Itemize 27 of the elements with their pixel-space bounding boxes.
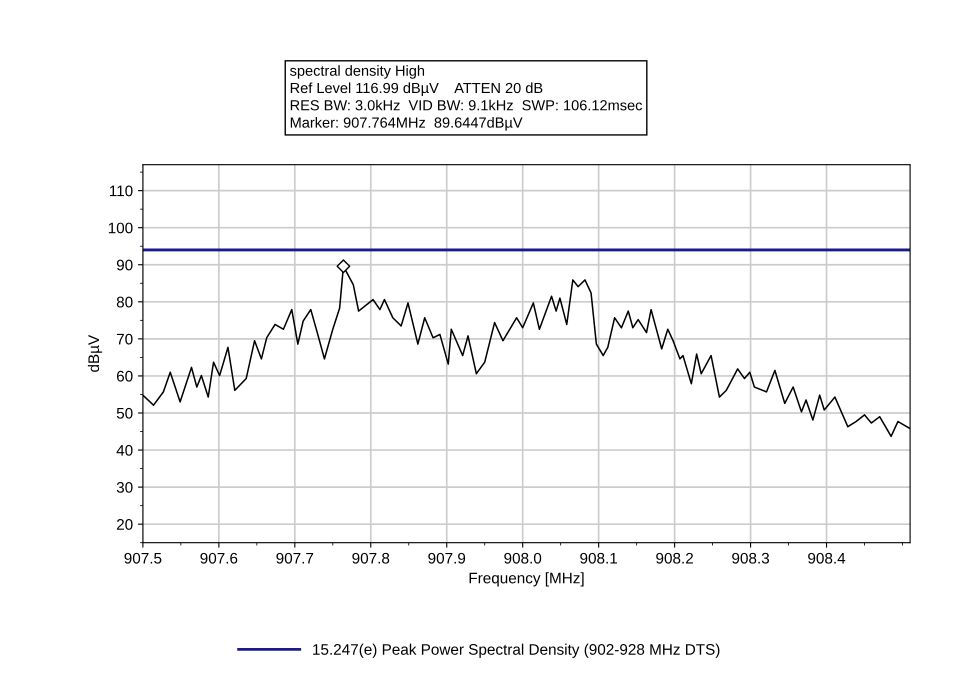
x-tick-label: 907.8 — [352, 552, 390, 564]
y-tick-label: 50 — [116, 408, 133, 419]
x-tick-label: 908.2 — [656, 552, 693, 564]
y-tick-label: 110 — [110, 186, 133, 196]
text: RES BW: 3.0kHz VID BW: 9.1kHz SWP: 106.12msec — [290, 100, 642, 110]
x-tick-label: 907.7 — [276, 552, 314, 564]
text: Ref Level 116.99 dBµV ATTEN 20 dB — [290, 82, 542, 96]
text: Marker: 907.764MHz 89.6447dBµV — [290, 117, 523, 131]
y-tick-label: 90 — [116, 260, 133, 270]
x-tick-label: 908.1 — [580, 552, 618, 564]
x-axis-title: Frequency [MHz] — [470, 572, 584, 586]
y-tick-label: 80 — [116, 296, 133, 308]
y-tick-label: 40 — [116, 444, 133, 456]
y-tick-label: 20 — [116, 519, 133, 530]
legend-label: 15.247(e) Peak Power Spectral Density (902-928 MHz DTS) — [313, 644, 720, 658]
y-tick-label: 30 — [116, 482, 133, 493]
y-axis-title: dBµV — [88, 334, 102, 372]
x-tick-label: 908.0 — [504, 552, 542, 564]
y-tick-label: 100 — [108, 222, 133, 234]
x-tick-label: 907.5 — [124, 552, 162, 564]
x-tick-label: 908.4 — [808, 552, 846, 564]
x-tick-label: 908.3 — [732, 552, 770, 564]
x-tick-label: 907.9 — [428, 552, 466, 564]
x-tick-label: 907.6 — [200, 552, 238, 564]
y-tick-label: 70 — [116, 334, 133, 345]
y-tick-label: 60 — [116, 370, 133, 382]
chart-title: spectral density High — [290, 65, 424, 79]
